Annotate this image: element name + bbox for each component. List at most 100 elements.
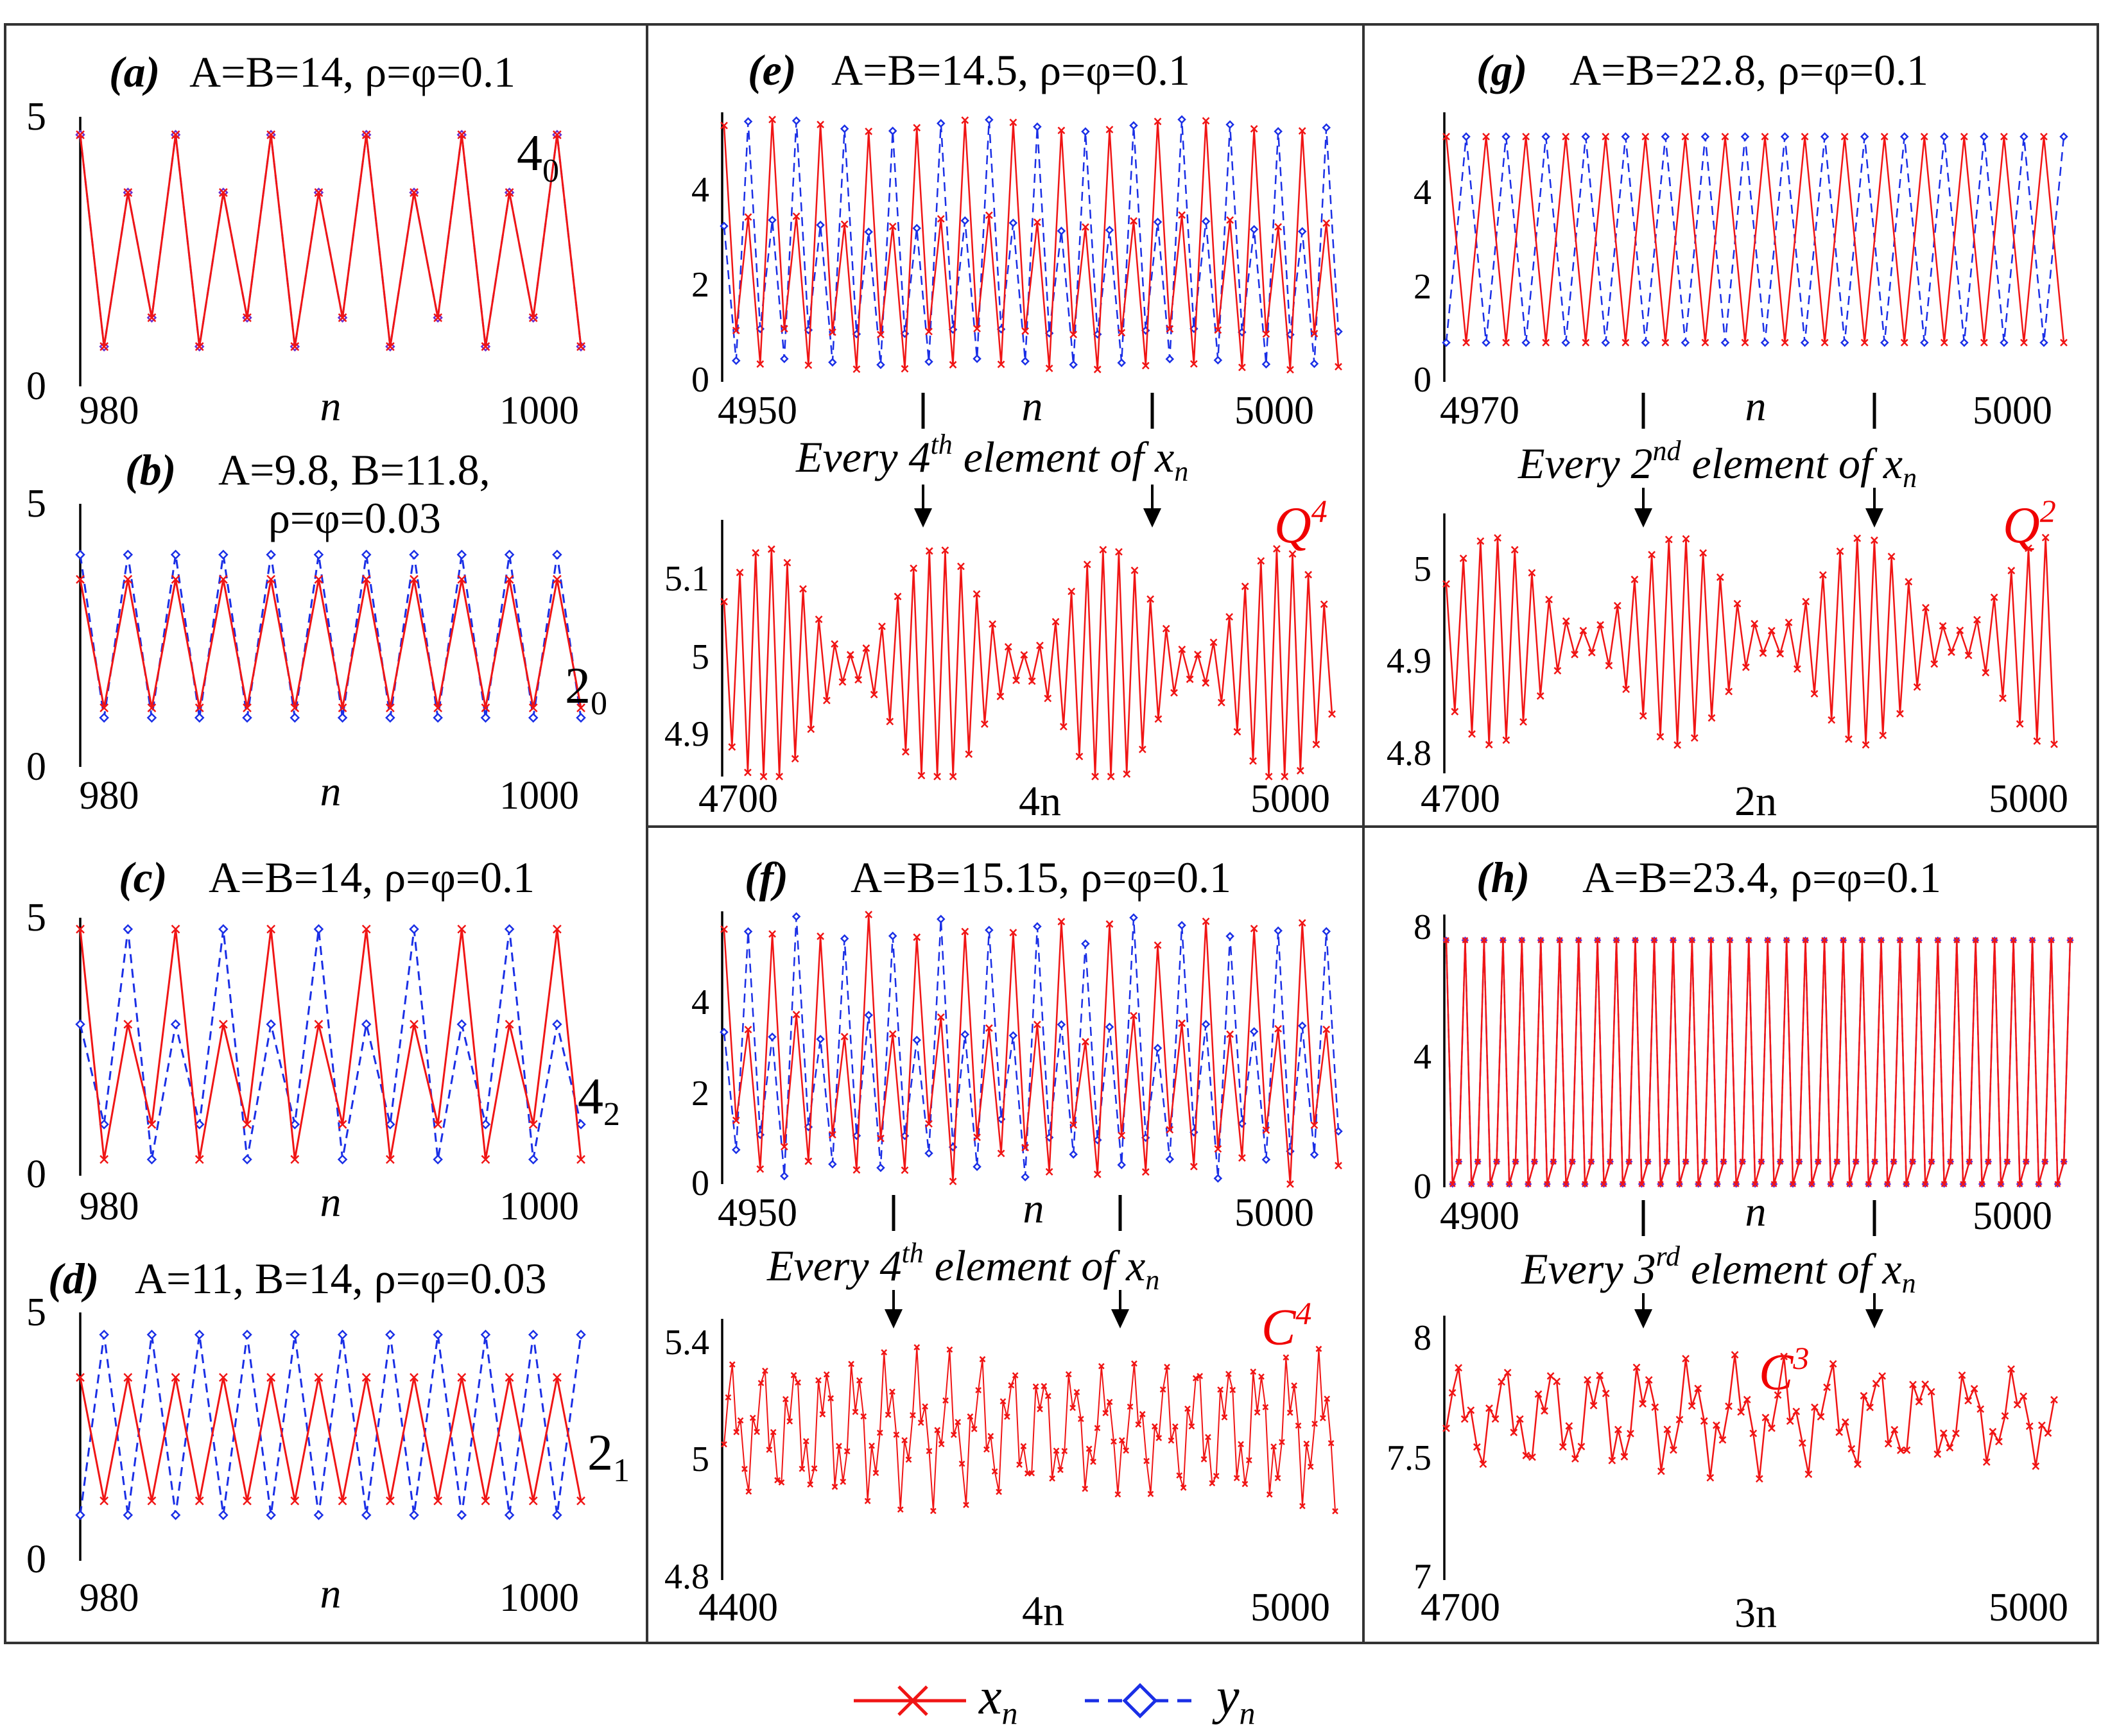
plot-f-bottom-x-point <box>897 1506 904 1513</box>
plot-g-bottom-x-point <box>1922 603 1930 612</box>
plot-e-top-x-point <box>913 124 921 132</box>
plot-e-top-x-point <box>1021 327 1030 335</box>
plot-h-bottom-x-point <box>1761 1413 1770 1422</box>
panel-d-xtick-right: 1000 <box>499 1576 579 1620</box>
plot-e-bottom-x-point <box>791 755 799 763</box>
plot-g-top-y-point <box>1899 132 1909 141</box>
plot-g-bottom-x-point <box>1905 578 1913 586</box>
plot-f-top-y-point <box>1322 927 1331 936</box>
plot-f-top-x-point <box>780 1142 788 1151</box>
plot-f-bottom-x-point <box>778 1479 785 1486</box>
plot-e-top-x-point <box>1154 117 1162 126</box>
plot-h-bottom-x-point <box>1860 1391 1868 1400</box>
plot-h-bottom-x-point <box>1731 1351 1739 1359</box>
plot-f-bottom-x-point <box>1262 1404 1269 1411</box>
plot-g-top-y-point <box>1482 338 1491 347</box>
plot-f-bottom-x-point <box>1003 1413 1010 1420</box>
plot-g-bottom-x-point <box>1879 731 1887 739</box>
plot-c-x-point <box>290 1155 300 1164</box>
plot-f-top-y-point <box>936 915 946 924</box>
plot-a-x-point <box>99 342 109 351</box>
plot-d-y-point <box>576 1329 586 1340</box>
plot-h-top-x-point <box>1676 1181 1683 1187</box>
plot-c-x-point <box>528 1120 538 1129</box>
plot-h-top-x-point <box>1828 1181 1834 1187</box>
plot-h-bottom-x-point <box>1713 1421 1720 1429</box>
panel-f-tag: (f) <box>745 853 788 902</box>
plot-h-top-x-point <box>1720 1158 1727 1165</box>
panel-f-bottom-ytick-1: 5 <box>691 1440 709 1479</box>
plot-b-y-point <box>337 712 348 723</box>
plot-e-bottom-x-point <box>965 750 973 759</box>
plot-e-bottom-x-point <box>838 678 847 686</box>
plot-f-bottom-x-point <box>1090 1458 1096 1465</box>
panel-f-params: A=B=15.15, ρ=φ=0.1 <box>851 853 1231 902</box>
plot-f-bottom-x-point <box>1197 1373 1204 1379</box>
plot-g-top-y-point <box>1980 132 1989 141</box>
plot-h-bottom-x-point <box>1835 1428 1844 1436</box>
plot-e-bottom-x-point <box>720 597 728 606</box>
plot-f-bottom-x-point <box>1114 1491 1121 1498</box>
plot-e-bottom-x-point <box>989 620 997 628</box>
plot-f-bottom-x-point <box>1299 1502 1306 1509</box>
plot-d-y-point <box>528 1329 539 1340</box>
plot-b-x-point <box>218 574 228 584</box>
plot-d-x-point <box>505 1373 514 1382</box>
plot-f-bottom-x-point <box>1209 1480 1216 1487</box>
plot-b-x-point <box>433 703 443 712</box>
plot-g-bottom-x-point <box>1793 665 1801 673</box>
plot-e-bottom-x-point <box>1273 545 1281 553</box>
plot-f-bottom-x-point <box>819 1411 826 1418</box>
plot-h-top-x-point <box>2010 937 2017 943</box>
plot-f-bottom-x-point <box>1016 1461 1023 1468</box>
plot-h-top-x-point <box>1821 937 1828 943</box>
plot-e-top-y-point <box>1081 127 1090 136</box>
plot-h-top-x-point <box>1645 1158 1652 1165</box>
plot-h-bottom-x-point <box>1823 1383 1831 1391</box>
plot-g-top-x-point <box>2040 133 2048 141</box>
plot-f-bottom-x-point <box>823 1371 830 1378</box>
plot-e-bottom-x-point <box>1202 679 1210 687</box>
plot-h-bottom-x-point <box>2007 1365 2015 1373</box>
plot-c-y-point <box>337 1154 348 1165</box>
plot-e-bottom-x-point <box>1036 641 1044 649</box>
panel-g-bottom-ytick-0: 4.8 <box>1387 734 1431 773</box>
panel-g-bottom-xtick-left: 4700 <box>1421 777 1500 821</box>
plot-e-top-x-point <box>1226 216 1234 224</box>
plot-g-bottom-x-point <box>1699 549 1708 557</box>
panel-h-params: A=B=23.4, ρ=φ=0.1 <box>1582 853 1941 902</box>
plot-g-bottom-x-point <box>1656 733 1665 741</box>
plot-h-bottom-x-point <box>1743 1395 1751 1404</box>
plot-f-bottom-x-point <box>963 1502 969 1508</box>
panel-e-tag: (e) <box>748 46 796 94</box>
plot-g-top-y-point <box>1740 132 1750 141</box>
plot-h-top-x-point <box>1795 1158 1803 1165</box>
plot-h-top-x-point <box>1569 1158 1576 1165</box>
plot-e-bottom-x-point <box>1146 595 1155 603</box>
plot-e-top-y-point <box>768 216 777 225</box>
plot-f-top-x-point <box>1130 1011 1137 1020</box>
plot-e-top-x-point <box>901 365 909 373</box>
plot-f-top-x-point <box>925 1120 933 1128</box>
plot-f-bottom-x-point <box>1213 1472 1220 1479</box>
plot-f-top-x-point <box>1057 918 1066 925</box>
plot-f-bottom-x-point <box>1147 1491 1154 1497</box>
plot-g-bottom-series-x-line <box>1445 537 2055 745</box>
plot-f-bottom-x-point <box>1274 1475 1281 1481</box>
plot-h-bottom-x-point <box>1939 1429 1948 1438</box>
plot-g-top-x-point <box>1781 338 1789 347</box>
plot-f-top-x-point <box>732 1116 740 1124</box>
plot-b-y-point <box>552 549 562 560</box>
plot-h-top-x-point <box>1657 1181 1664 1187</box>
plot-g-bottom-x-point <box>1767 626 1776 635</box>
plot-h-bottom-x-point <box>1725 1402 1733 1411</box>
panel-a-xlabel: n <box>320 383 342 430</box>
panel-a-period-label: 40 <box>517 125 559 189</box>
plot-e-bottom-x-point <box>1051 617 1060 626</box>
plot-h-bottom-x-point <box>1884 1440 1892 1448</box>
plot-g-top-y-point <box>1800 338 1810 347</box>
plot-a-x-point <box>266 130 276 139</box>
plot-e-bottom-x-point <box>941 546 949 554</box>
plot-e-top-x-point <box>925 327 933 336</box>
panel-c-xtick-right: 1000 <box>499 1185 579 1228</box>
